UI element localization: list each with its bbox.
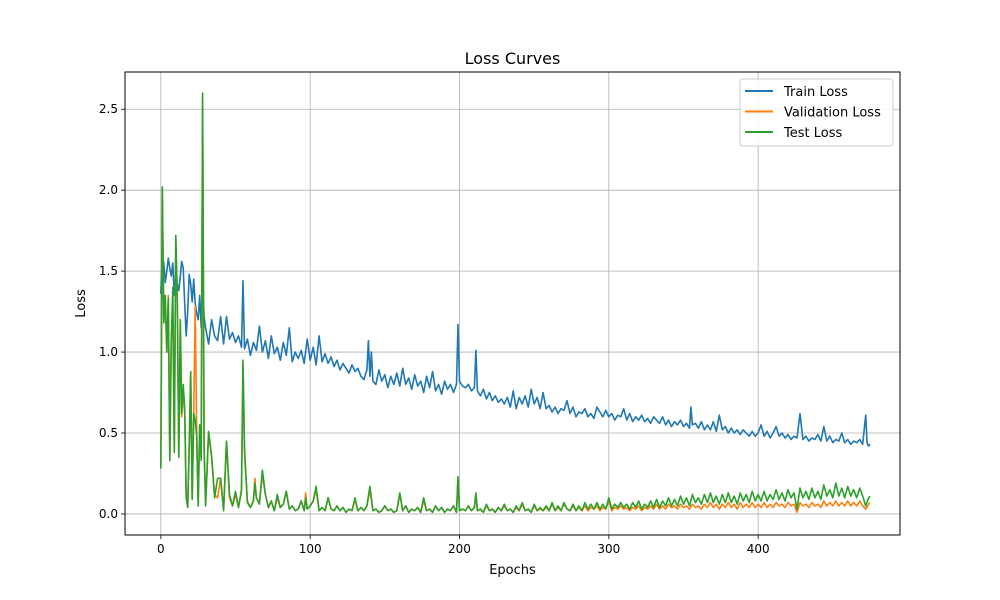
train-loss-line [160,254,871,447]
x-tick-label: 400 [747,542,770,556]
x-axis-label: Epochs [489,563,536,578]
x-tick-label: 200 [448,542,471,556]
legend-box [739,78,894,147]
series-layer [160,92,871,514]
x-tick-label: 100 [299,542,322,556]
x-tick-label: 0 [157,542,165,556]
legend: Train Loss Validation Loss Test Loss [739,78,894,147]
y-tick-label: 2.0 [99,183,118,197]
y-axis-label: Loss [74,289,89,318]
y-tick-label: 0.0 [99,507,118,521]
validation-loss-legend-label: Validation Loss [784,106,881,121]
y-tick-label: 1.5 [99,264,118,278]
chart-title: Loss Curves [465,49,561,68]
y-tick-label: 0.5 [99,426,118,440]
train-loss-legend-label: Train Loss [783,85,848,100]
axis-ticks: 0 100 200 300 400 0.0 0.5 1.0 1.5 2.0 2.5 [99,102,770,556]
plot-frame [124,71,901,536]
y-tick-label: 1.0 [99,345,118,359]
test-loss-line [160,92,871,514]
y-tick-label: 2.5 [99,102,118,116]
test-loss-legend-label: Test Loss [783,126,842,141]
x-tick-label: 300 [597,542,620,556]
